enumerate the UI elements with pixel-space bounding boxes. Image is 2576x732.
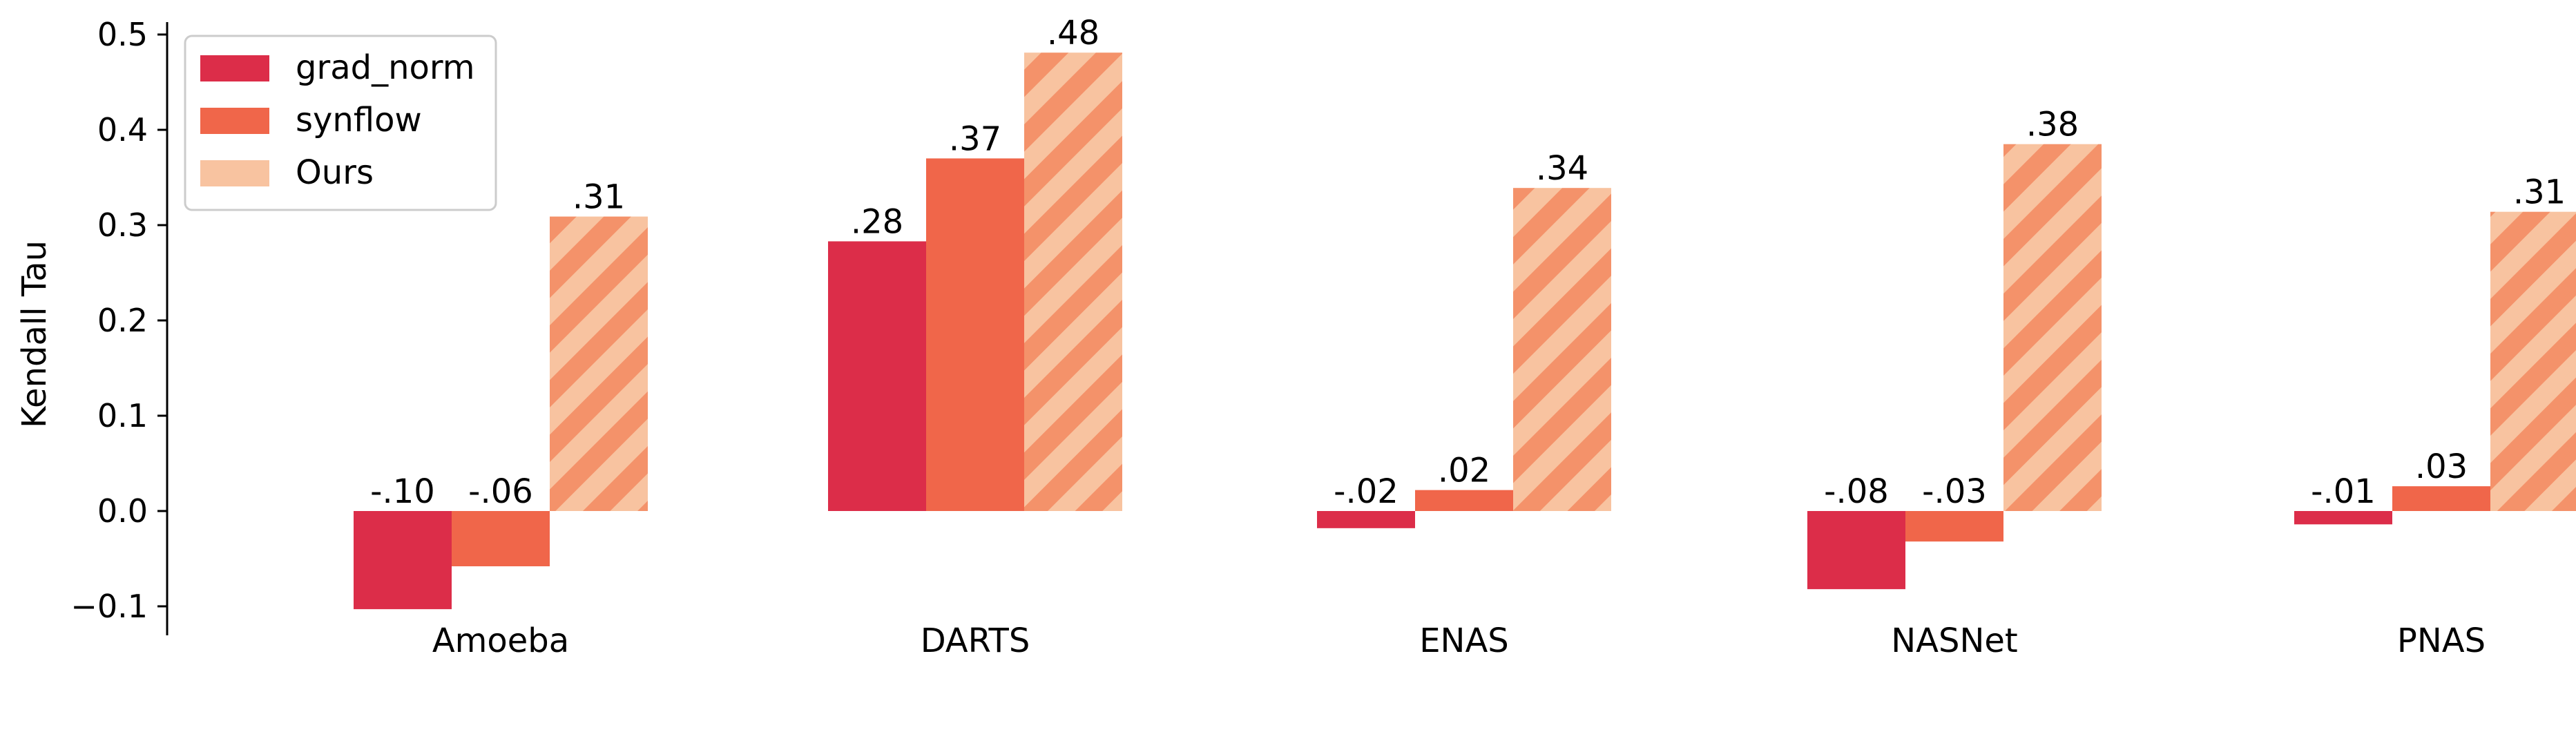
data-label: .48 — [1047, 14, 1099, 52]
y-tick-label: 0.3 — [97, 206, 148, 244]
data-label: -.02 — [1334, 472, 1398, 511]
data-label: -.06 — [468, 472, 533, 511]
legend-label: Ours — [296, 153, 374, 192]
x-tick-label: NASNet — [1891, 622, 2017, 660]
legend-label: synflow — [296, 101, 422, 139]
x-axis-categories: Amoeba DARTS ENAS NASNet PNAS — [432, 622, 2486, 660]
bar-grad-norm-nasnet — [1807, 511, 1905, 590]
y-axis: −0.1 0.0 0.1 0.2 0.3 0.4 0.5 — [70, 16, 169, 635]
legend-swatch — [200, 108, 269, 134]
y-tick-label: 0.0 — [97, 492, 148, 530]
y-tick-label: 0.1 — [97, 397, 148, 434]
y-tick-label: −0.1 — [70, 588, 148, 625]
bar-synflow-enas — [1415, 490, 1513, 511]
data-label: -.10 — [370, 472, 435, 511]
bar-Ours-amoeba — [550, 216, 648, 511]
bar-grad-norm-pnas — [2294, 511, 2392, 525]
bar-synflow-pnas — [2392, 486, 2490, 511]
y-axis-label: Kendall Tau — [15, 240, 54, 428]
bar-grad-norm-darts — [828, 241, 926, 511]
data-label: -.08 — [1824, 472, 1889, 511]
bar-Ours-darts — [1024, 52, 1122, 512]
bar-grad-norm-amoeba — [354, 511, 452, 610]
y-tick-label: 0.2 — [97, 302, 148, 339]
x-tick-label: Amoeba — [432, 622, 569, 660]
data-label: .03 — [2415, 447, 2468, 486]
data-label: .38 — [2026, 106, 2079, 144]
data-label: .34 — [1536, 149, 1588, 188]
legend-label: grad_norm — [296, 48, 475, 87]
bar-synflow-nasnet — [1905, 511, 2003, 542]
data-label: -.03 — [1922, 472, 1987, 511]
x-tick-label: DARTS — [921, 622, 1030, 660]
data-label: .02 — [1438, 452, 1490, 490]
y-tick-label: 0.5 — [97, 16, 148, 53]
bar-Ours-pnas — [2490, 211, 2576, 511]
data-label: .37 — [949, 119, 1001, 158]
data-labels-layer: -.10 .28 -.02 -.08 -.01 -.06 .37 .02 -.03 .03 .31.… — [370, 14, 2566, 511]
bar-grad-norm-enas — [1317, 511, 1415, 528]
bars-layer — [354, 52, 2576, 610]
y-tick-label: 0.4 — [97, 111, 148, 148]
legend-swatch — [200, 160, 269, 186]
data-label: -.01 — [2311, 472, 2376, 511]
legend-swatch — [200, 55, 269, 81]
x-tick-label: PNAS — [2397, 622, 2486, 660]
bar-synflow-darts — [926, 158, 1024, 511]
bar-synflow-amoeba — [452, 511, 550, 567]
data-label: .28 — [851, 202, 903, 241]
data-label: .31 — [573, 178, 625, 217]
bar-Ours-nasnet — [2003, 144, 2102, 511]
bar-Ours-enas — [1513, 188, 1611, 511]
x-tick-label: ENAS — [1419, 622, 1509, 660]
data-label: .31 — [2513, 173, 2566, 212]
